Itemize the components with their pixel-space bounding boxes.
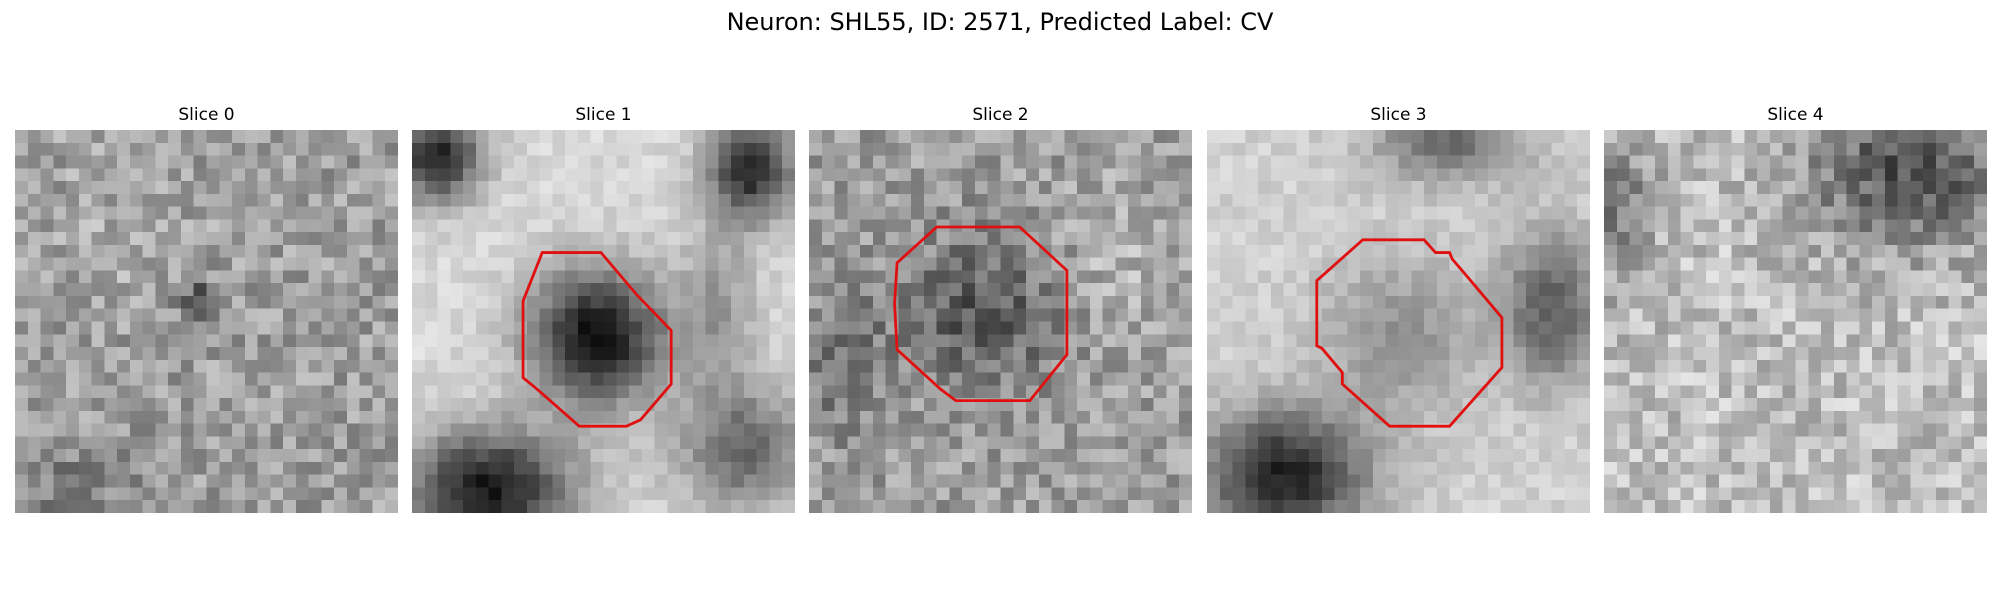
slice-title: Slice 0 (178, 105, 235, 125)
slice-panel-3: Slice 3 (1207, 104, 1590, 513)
pixel-grid (15, 130, 398, 513)
slice-image (15, 130, 398, 513)
slice-panel-2: Slice 2 (809, 104, 1192, 513)
slice-title: Slice 4 (1767, 105, 1824, 125)
cell-outline (1315, 238, 1504, 428)
figure-title: Neuron: SHL55, ID: 2571, Predicted Label… (726, 8, 1274, 36)
cell-outline (893, 225, 1069, 403)
slice-image (1207, 130, 1590, 513)
slice-panel-4: Slice 4 (1604, 104, 1987, 513)
cell-outline (521, 251, 673, 428)
pixel-grid (809, 130, 1192, 513)
slice-panel-0: Slice 0 (15, 104, 398, 513)
pixel-grid (412, 130, 795, 513)
slice-title: Slice 1 (575, 105, 632, 125)
slice-title: Slice 2 (972, 105, 1029, 125)
slice-title: Slice 3 (1370, 105, 1427, 125)
slice-image (412, 130, 795, 513)
slice-image (1604, 130, 1987, 513)
pixel-grid (1604, 130, 1987, 513)
slice-panel-1: Slice 1 (412, 104, 795, 513)
slice-image (809, 130, 1192, 513)
pixel-grid (1207, 130, 1590, 513)
